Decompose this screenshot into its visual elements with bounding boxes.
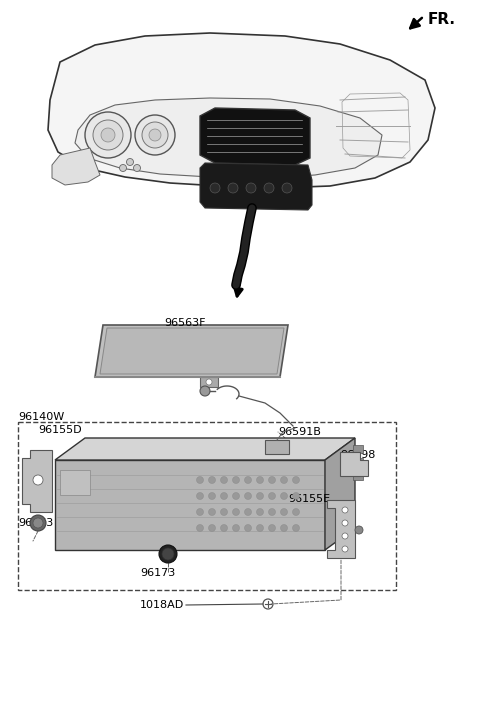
Circle shape xyxy=(30,515,46,531)
Circle shape xyxy=(342,507,348,513)
Circle shape xyxy=(256,493,264,500)
Polygon shape xyxy=(200,163,312,210)
Text: 96140W: 96140W xyxy=(18,412,64,422)
Circle shape xyxy=(244,508,252,515)
Circle shape xyxy=(292,477,300,484)
Circle shape xyxy=(210,183,220,193)
Circle shape xyxy=(85,112,131,158)
Circle shape xyxy=(135,115,175,155)
Circle shape xyxy=(228,183,238,193)
Circle shape xyxy=(120,165,127,172)
Circle shape xyxy=(280,477,288,484)
Circle shape xyxy=(232,508,240,515)
Circle shape xyxy=(292,493,300,500)
Text: 96155E: 96155E xyxy=(288,494,330,504)
Circle shape xyxy=(246,183,256,193)
Polygon shape xyxy=(55,460,325,550)
Circle shape xyxy=(220,508,228,515)
Circle shape xyxy=(280,508,288,515)
Circle shape xyxy=(244,477,252,484)
Circle shape xyxy=(196,493,204,500)
Circle shape xyxy=(162,548,174,560)
Circle shape xyxy=(342,546,348,552)
Polygon shape xyxy=(327,500,355,558)
Circle shape xyxy=(280,493,288,500)
Circle shape xyxy=(282,183,292,193)
Polygon shape xyxy=(52,148,100,185)
Circle shape xyxy=(292,524,300,531)
Bar xyxy=(353,472,363,480)
Circle shape xyxy=(244,524,252,531)
Circle shape xyxy=(280,524,288,531)
Polygon shape xyxy=(48,33,435,188)
Circle shape xyxy=(208,493,216,500)
Circle shape xyxy=(256,508,264,515)
Circle shape xyxy=(232,493,240,500)
Text: 96591B: 96591B xyxy=(278,427,321,437)
Circle shape xyxy=(256,524,264,531)
Circle shape xyxy=(256,477,264,484)
Bar xyxy=(353,445,363,453)
Circle shape xyxy=(159,545,177,563)
Bar xyxy=(200,377,218,387)
Circle shape xyxy=(196,477,204,484)
Polygon shape xyxy=(325,438,355,550)
Text: FR.: FR. xyxy=(428,12,456,27)
Circle shape xyxy=(268,508,276,515)
Circle shape xyxy=(208,508,216,515)
Circle shape xyxy=(200,386,210,396)
Polygon shape xyxy=(22,450,52,512)
Circle shape xyxy=(196,508,204,515)
Bar xyxy=(18,422,396,590)
Circle shape xyxy=(220,493,228,500)
Circle shape xyxy=(142,122,168,148)
Circle shape xyxy=(355,526,363,534)
Polygon shape xyxy=(200,108,310,165)
Text: 96198: 96198 xyxy=(340,450,375,460)
Text: 96563F: 96563F xyxy=(164,318,206,328)
Bar xyxy=(60,470,90,495)
Circle shape xyxy=(268,524,276,531)
Circle shape xyxy=(264,183,274,193)
Circle shape xyxy=(268,493,276,500)
Bar xyxy=(353,458,363,466)
Circle shape xyxy=(244,493,252,500)
Circle shape xyxy=(127,158,133,165)
Polygon shape xyxy=(95,325,288,377)
Polygon shape xyxy=(100,328,284,374)
Circle shape xyxy=(208,524,216,531)
Circle shape xyxy=(33,475,43,485)
Polygon shape xyxy=(75,98,382,178)
Circle shape xyxy=(101,128,115,142)
Polygon shape xyxy=(340,452,368,476)
Circle shape xyxy=(232,524,240,531)
Text: 96173: 96173 xyxy=(18,518,53,528)
Circle shape xyxy=(220,477,228,484)
Circle shape xyxy=(206,379,212,385)
Text: 1018AD: 1018AD xyxy=(140,600,184,610)
Bar xyxy=(265,440,289,454)
Circle shape xyxy=(196,524,204,531)
Text: 96155D: 96155D xyxy=(38,425,82,435)
Circle shape xyxy=(268,477,276,484)
Circle shape xyxy=(342,533,348,539)
Circle shape xyxy=(342,520,348,526)
Circle shape xyxy=(33,518,43,528)
Circle shape xyxy=(149,129,161,141)
Circle shape xyxy=(292,508,300,515)
Text: 96173: 96173 xyxy=(140,568,176,578)
Circle shape xyxy=(93,120,123,150)
Circle shape xyxy=(133,165,141,172)
Circle shape xyxy=(208,477,216,484)
Circle shape xyxy=(220,524,228,531)
Polygon shape xyxy=(55,438,355,460)
Circle shape xyxy=(232,477,240,484)
